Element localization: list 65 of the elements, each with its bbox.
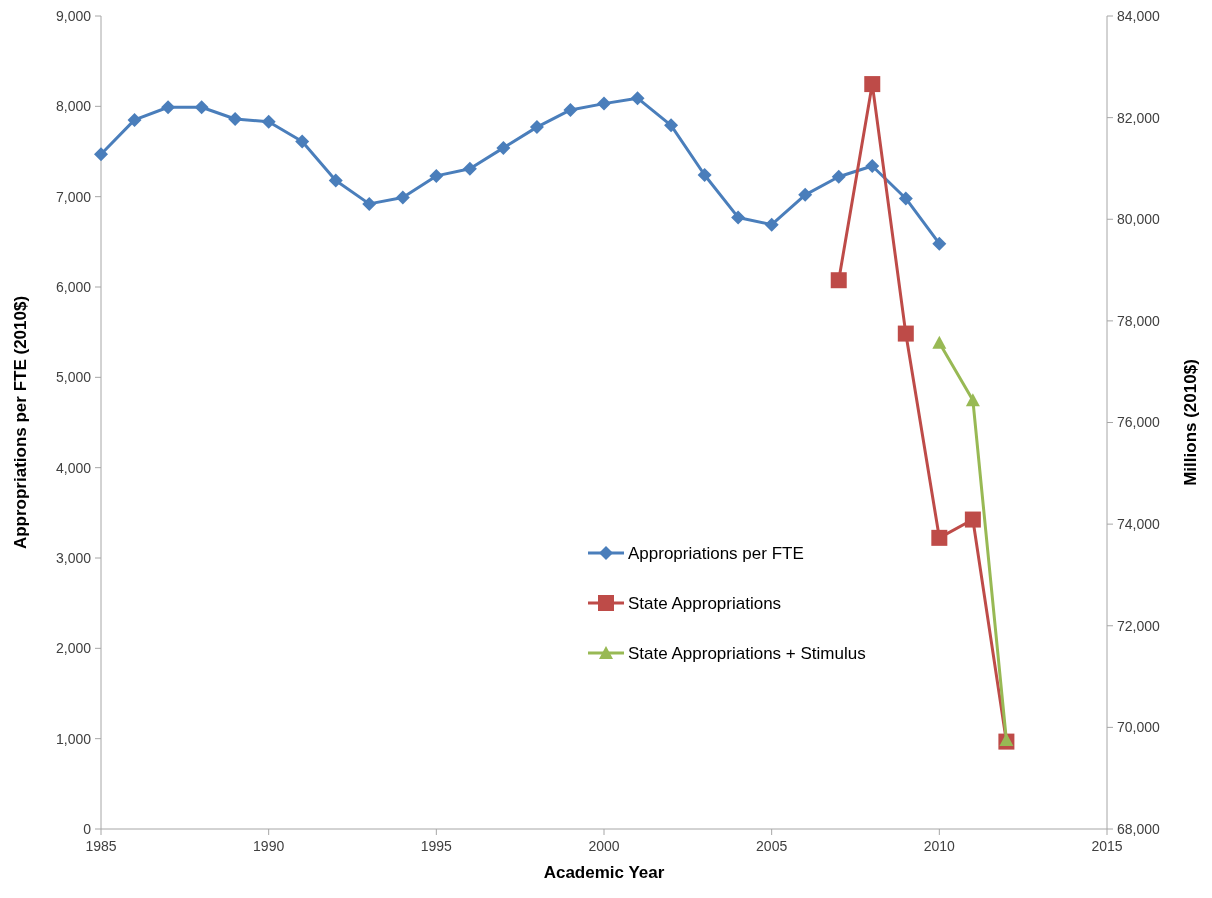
y2-tick-label: 72,000 bbox=[1117, 617, 1161, 634]
point bbox=[462, 161, 477, 176]
legend-label: State Appropriations + Stimulus bbox=[628, 643, 866, 663]
y-axis-title: Appropriations per FTE (2010$) bbox=[11, 295, 30, 550]
x-tick-label: 1990 bbox=[253, 838, 285, 854]
y2-tick-label: 80,000 bbox=[1117, 211, 1161, 228]
point bbox=[865, 158, 880, 173]
point bbox=[94, 147, 108, 162]
point bbox=[127, 112, 142, 127]
y-tick-label: 1,000 bbox=[55, 730, 92, 747]
x-tick-label: 2015 bbox=[1091, 838, 1123, 854]
y-tick-label: 6,000 bbox=[55, 278, 92, 295]
point bbox=[328, 173, 343, 188]
x-tick-label: 1995 bbox=[420, 838, 453, 854]
point bbox=[931, 529, 948, 546]
y2-tick-label: 74,000 bbox=[1117, 516, 1161, 533]
x-axis-title: Academic Year bbox=[543, 863, 665, 882]
point bbox=[395, 190, 410, 205]
point bbox=[697, 167, 712, 182]
point bbox=[831, 169, 846, 184]
y-tick-label: 8,000 bbox=[55, 98, 92, 115]
y-tick-label: 4,000 bbox=[55, 459, 92, 476]
y2-tick-label: 76,000 bbox=[1117, 414, 1161, 431]
point bbox=[965, 393, 980, 407]
point bbox=[630, 91, 645, 106]
point bbox=[830, 272, 847, 289]
point bbox=[597, 96, 611, 111]
y2-tick-label: 82,000 bbox=[1117, 109, 1161, 126]
y-tick-label: 5,000 bbox=[55, 369, 92, 386]
point bbox=[664, 118, 679, 133]
y2-tick-label: 70,000 bbox=[1117, 719, 1161, 736]
point bbox=[228, 111, 243, 126]
y-tick-label: 3,000 bbox=[55, 549, 92, 566]
point bbox=[161, 100, 176, 115]
point bbox=[529, 120, 544, 135]
point bbox=[563, 102, 578, 117]
point bbox=[496, 140, 511, 155]
x-tick-label: 1985 bbox=[85, 838, 117, 854]
x-tick-label: 2000 bbox=[588, 838, 620, 854]
point bbox=[932, 335, 947, 349]
point bbox=[194, 100, 209, 115]
y2-tick-label: 84,000 bbox=[1117, 7, 1161, 24]
point bbox=[898, 191, 913, 206]
point bbox=[261, 114, 276, 129]
legend-label: State Appropriations bbox=[628, 593, 782, 613]
x-tick-label: 2005 bbox=[756, 838, 788, 854]
y-tick-label: 2,000 bbox=[55, 640, 92, 657]
point bbox=[429, 168, 444, 183]
point bbox=[362, 196, 377, 211]
point bbox=[798, 187, 813, 202]
point bbox=[295, 134, 310, 149]
y2-tick-label: 68,000 bbox=[1117, 820, 1161, 837]
point bbox=[764, 217, 779, 232]
y-tick-label: 9,000 bbox=[55, 7, 92, 24]
y-tick-label: 0 bbox=[83, 820, 92, 837]
point bbox=[964, 511, 981, 528]
y2-tick-label: 78,000 bbox=[1117, 312, 1161, 329]
y2-axis-title: Millions (2010$) bbox=[1181, 359, 1200, 486]
point bbox=[731, 210, 746, 225]
point bbox=[897, 325, 914, 342]
x-tick-label: 2010 bbox=[923, 838, 956, 854]
point bbox=[864, 76, 881, 93]
y-tick-label: 7,000 bbox=[55, 188, 92, 205]
legend-label: Appropriations per FTE bbox=[628, 543, 804, 563]
point bbox=[932, 236, 947, 251]
